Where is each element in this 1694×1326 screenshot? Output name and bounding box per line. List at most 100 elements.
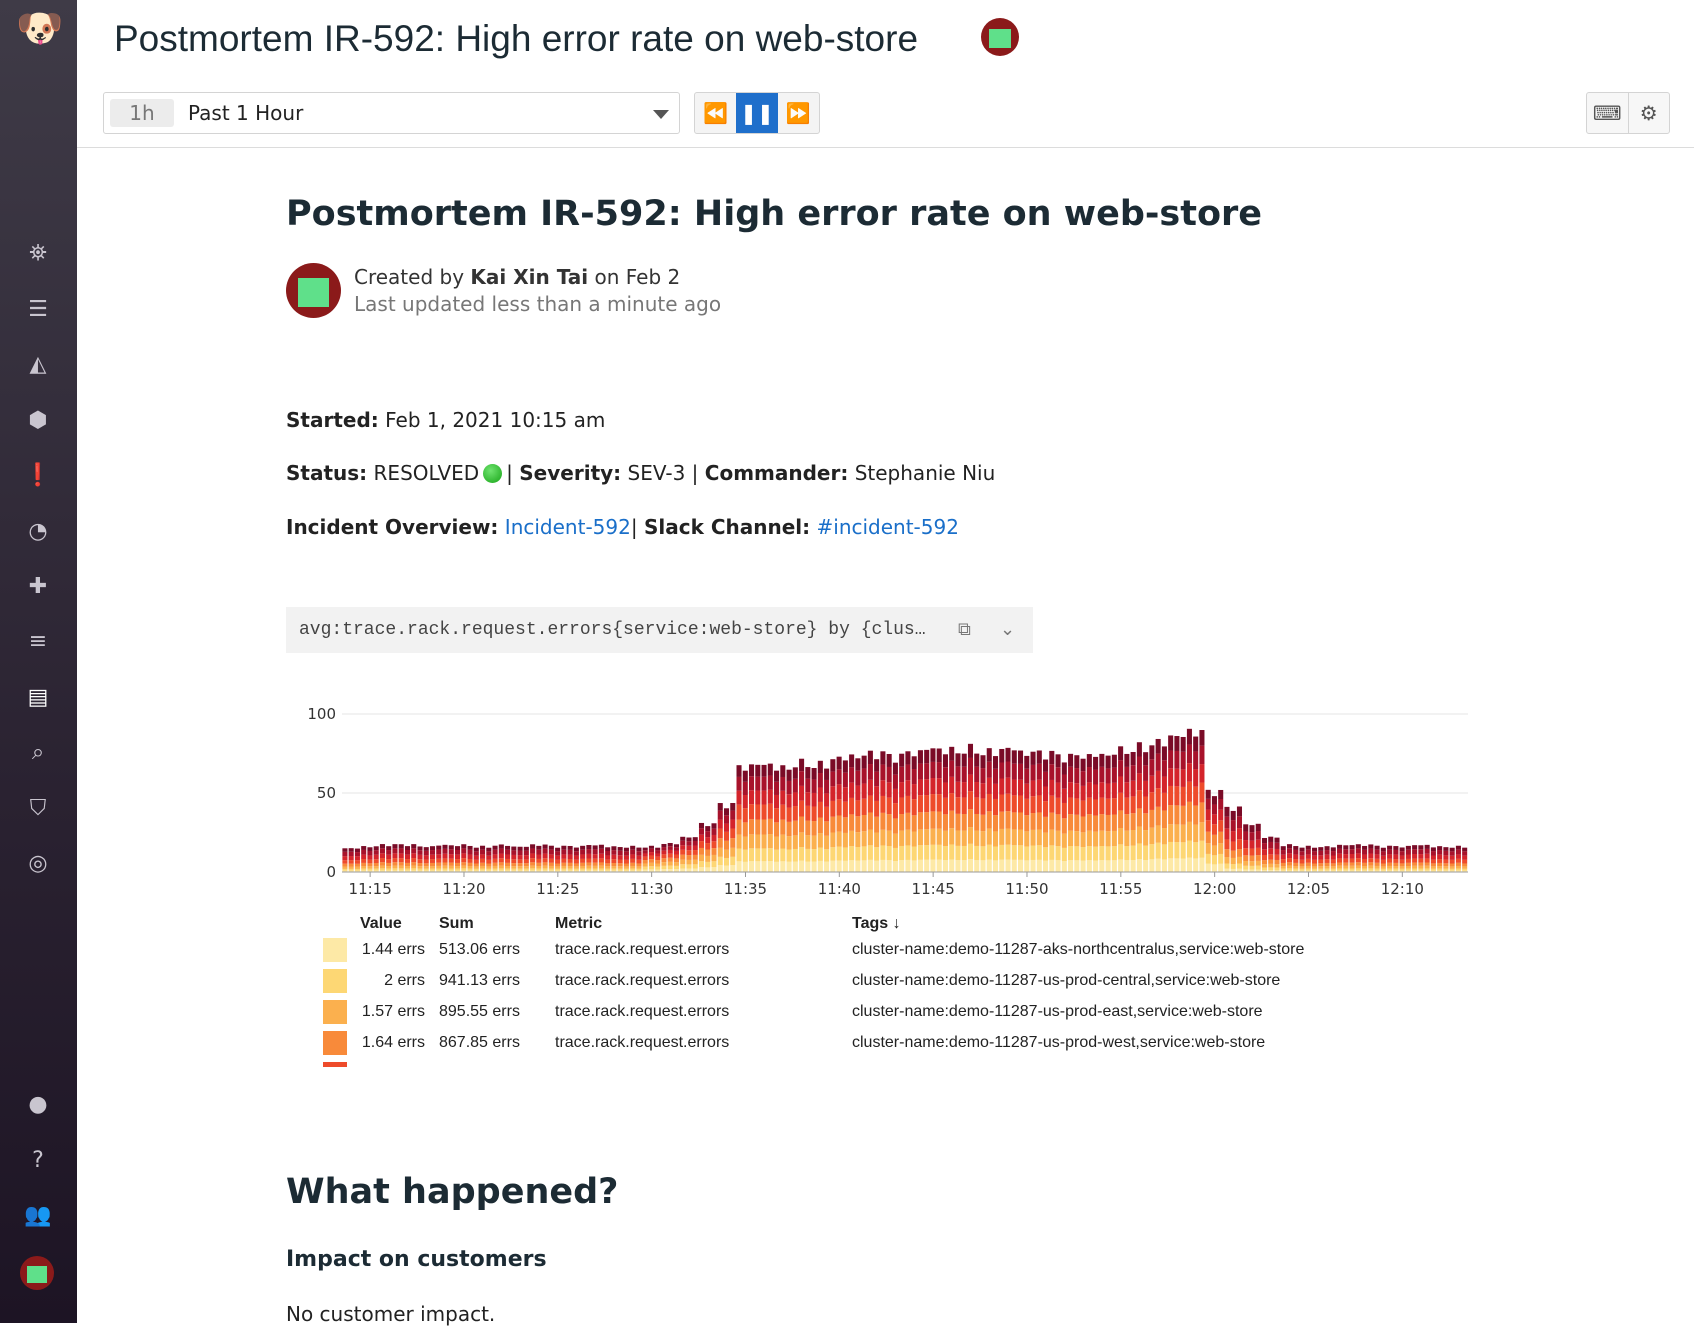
bar-segment (917, 812, 923, 830)
gear-icon[interactable]: ⚙ (1639, 101, 1658, 125)
bar-segment (1136, 756, 1142, 774)
legend-row[interactable]: 2 errs 941.13 errs trace.rack.request.er… (323, 969, 1423, 995)
bar-segment (917, 750, 923, 764)
bar-segment (404, 859, 411, 863)
puzzle-icon[interactable]: ✚ (28, 574, 48, 599)
bar-segment (1412, 854, 1418, 859)
bar-segment (1343, 870, 1349, 872)
bar-segment (1043, 860, 1049, 872)
bar-segment (899, 766, 905, 783)
fast-forward-icon[interactable]: ⏩ (785, 101, 811, 125)
bar-segment (648, 852, 654, 856)
bar-segment (561, 868, 567, 871)
bar-segment (1368, 870, 1374, 872)
bar-segment (1280, 850, 1286, 855)
query-bar[interactable]: avg:trace.rack.request.errors{service:we… (286, 607, 1033, 653)
incident-link[interactable]: Incident-592 (504, 515, 631, 539)
bar-segment (1380, 859, 1386, 864)
legend-row[interactable] (323, 1062, 1423, 1067)
bar-segment (717, 847, 723, 857)
bar-segment (805, 778, 811, 793)
bar-segment (373, 863, 379, 867)
header-tags[interactable]: Tags ↓ (852, 915, 901, 932)
bar-segment (655, 853, 661, 857)
notebook-icon[interactable]: ▤ (27, 685, 49, 710)
shield-icon[interactable]: ⛉ (29, 796, 47, 821)
rewind-icon[interactable]: ⏪ (703, 101, 729, 125)
copy-icon[interactable]: ⧉ (958, 619, 971, 640)
bar-segment (1387, 849, 1393, 855)
user-avatar[interactable] (20, 1256, 54, 1290)
legend-row[interactable]: 1.44 errs 513.06 errs trace.rack.request… (323, 938, 1423, 964)
bar-segment (855, 770, 861, 786)
bar-segment (536, 865, 542, 869)
bar-segment (774, 822, 780, 837)
header-sum[interactable]: Sum (439, 915, 474, 932)
filter-icon[interactable]: ≡ (28, 629, 48, 654)
bar-segment (1086, 846, 1092, 861)
bar-segment (1243, 865, 1249, 870)
bar-segment (1086, 754, 1092, 768)
time-range-selector[interactable]: 1h Past 1 Hour (103, 92, 680, 134)
gauge-icon[interactable]: ◔ (28, 519, 48, 544)
bar-segment (974, 830, 980, 846)
alert-icon[interactable]: ❗ (24, 463, 52, 488)
bar-segment (1130, 845, 1136, 861)
keyboard-icon[interactable]: ⌨ (1587, 93, 1629, 133)
bar-segment (836, 756, 842, 770)
bar-segment (661, 869, 667, 872)
author-avatar-small (981, 18, 1019, 56)
globe-icon[interactable]: ◎ (28, 851, 48, 876)
chat-icon[interactable]: ● (28, 1092, 48, 1117)
bar-segment (799, 771, 805, 786)
pause-icon[interactable]: ❚❚ (736, 93, 778, 133)
legend-row[interactable]: 1.64 errs 867.85 errs trace.rack.request… (323, 1031, 1423, 1057)
bar-segment (1080, 785, 1086, 801)
bar-segment (1374, 862, 1380, 866)
bar-segment (1449, 870, 1455, 872)
binoculars-icon[interactable]: ⛯ (29, 241, 47, 266)
header-metric[interactable]: Metric (555, 915, 603, 932)
bar-segment (580, 854, 586, 859)
chart-icon[interactable]: ◭ (29, 352, 47, 377)
bar-segment (880, 845, 886, 860)
bar-segment (1362, 845, 1368, 850)
bar-segment (786, 807, 792, 822)
bar-segment (723, 849, 730, 858)
team-icon[interactable]: 👥 (24, 1203, 52, 1228)
bar-segment (974, 766, 980, 783)
time-label: Past 1 Hour (188, 101, 304, 125)
bar-segment (924, 749, 930, 764)
bar-segment (1449, 851, 1455, 856)
bar-segment (1068, 766, 1074, 783)
help-icon[interactable]: ? (32, 1148, 44, 1173)
bar-segment (1349, 845, 1355, 850)
bar-segment (511, 868, 517, 871)
bar-segment (361, 866, 367, 869)
bar-segment (986, 811, 992, 829)
bar-segment (1418, 858, 1424, 863)
chevron-down-icon[interactable]: ⌄ (1000, 619, 1016, 640)
bar-segment (1055, 846, 1061, 861)
bar-segment (1143, 780, 1149, 797)
bar-segment (379, 868, 385, 871)
bar-segment (448, 849, 454, 855)
slack-link[interactable]: #incident-592 (816, 515, 959, 539)
list-icon[interactable]: ☰ (28, 297, 48, 322)
bar-segment (961, 753, 967, 767)
bar-segment (673, 865, 679, 870)
y-tick-label: 100 (307, 705, 336, 723)
bar-segment (1093, 769, 1099, 785)
bar-segment (961, 797, 967, 815)
datadog-logo-icon[interactable]: 🐶 (16, 6, 64, 50)
x-tick-label: 11:55 (1099, 880, 1142, 898)
header-value[interactable]: Value (360, 915, 402, 932)
bar-segment (1055, 797, 1061, 815)
search-logs-icon[interactable]: ⌕ (31, 740, 45, 765)
infrastructure-icon[interactable]: ⬢ (28, 408, 48, 433)
bar-segment (1274, 867, 1280, 871)
legend-row[interactable]: 1.57 errs 895.55 errs trace.rack.request… (323, 1000, 1423, 1026)
bar-segment (1280, 859, 1286, 863)
bar-segment (486, 855, 492, 860)
bar-segment (780, 848, 786, 862)
